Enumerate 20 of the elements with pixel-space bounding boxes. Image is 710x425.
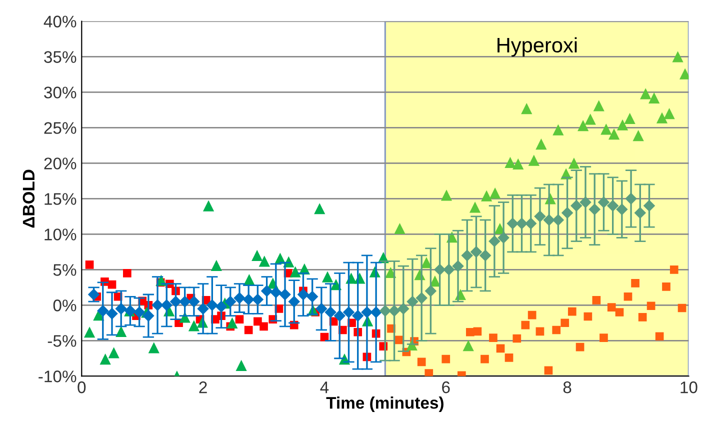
x-tick-label: 6 [442, 381, 450, 394]
y-tick-label: 5% [53, 264, 76, 276]
y-tick-label: 15% [44, 193, 76, 205]
x-tick-label: 8 [563, 381, 572, 394]
x-tick-label: 2 [199, 381, 207, 394]
x-tick-label: 0 [78, 381, 86, 394]
y-tick-label: -5% [48, 335, 76, 347]
y-tick-label: 25% [44, 122, 76, 134]
x-tick-label: 10 [680, 381, 698, 394]
y-tick-label: 35% [44, 51, 76, 63]
y-tick-label: 30% [44, 86, 76, 98]
y-axis-title: ΔBOLD [22, 170, 35, 228]
y-tick-label: -10% [38, 370, 76, 382]
y-tick-label: 0% [53, 300, 76, 312]
band-label: Hyperoxi [498, 37, 577, 57]
y-tick-label: 40% [44, 16, 76, 28]
x-axis-title: Time (minutes) [326, 396, 444, 412]
y-tick-label: 10% [44, 228, 76, 240]
x-tick-label: 4 [320, 382, 329, 394]
y-tick-label: 20% [44, 158, 76, 170]
